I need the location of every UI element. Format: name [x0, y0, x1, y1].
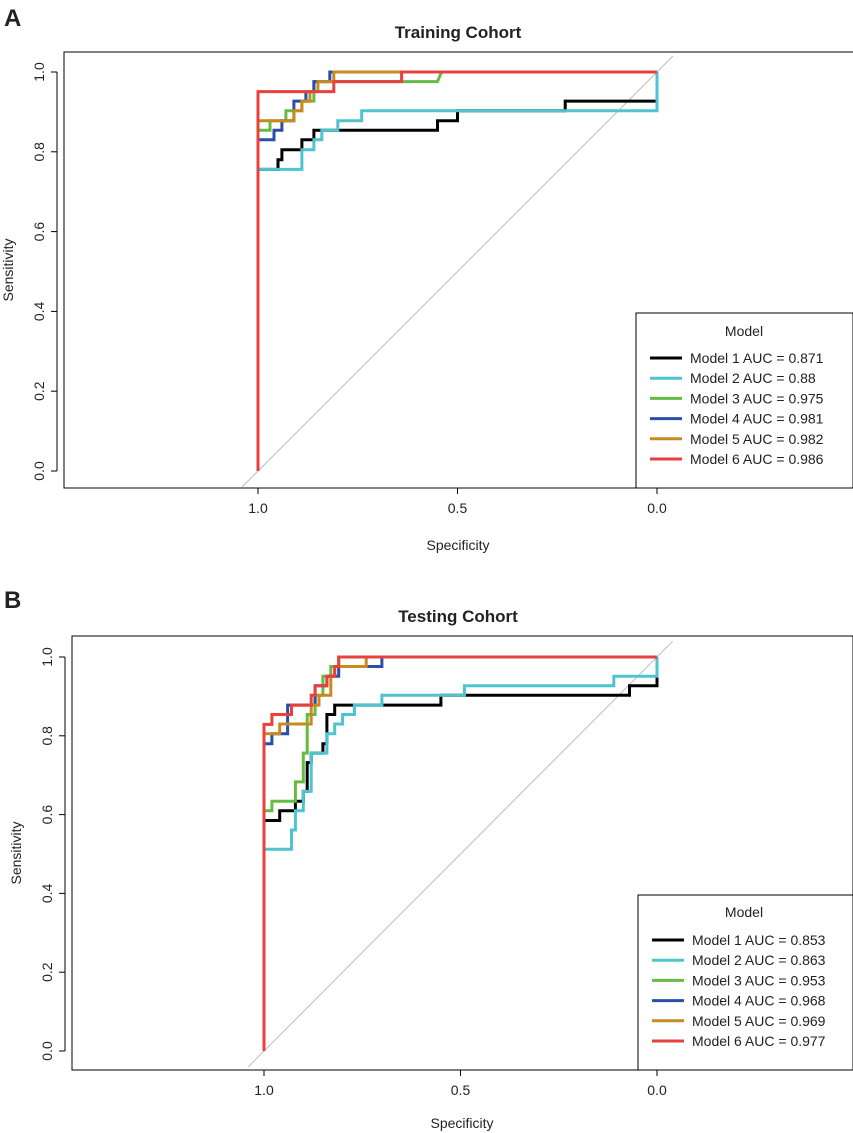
legend-label-model-6: Model 6 AUC = 0.977 [692, 1033, 826, 1049]
chart-title: Testing Cohort [398, 607, 518, 626]
x-tick-label: 0.5 [448, 500, 468, 516]
panel-a-training-cohort: A Training Cohort 0.0 0.2 0.4 0.6 0.8 1.0 1.0… [0, 5, 853, 553]
roc-curve-model-2 [262, 657, 659, 1051]
x-axis: 1.0 0.5 0.0 [248, 487, 667, 516]
chart-title: Training Cohort [395, 23, 522, 42]
legend-label-model-2: Model 2 AUC = 0.863 [692, 952, 826, 968]
panel-letter-a: A [4, 5, 21, 32]
y-axis-label: Sensitivity [8, 821, 24, 884]
y-tick-label: 0.6 [39, 805, 55, 825]
y-axis-label: Sensitivity [0, 238, 16, 301]
legend-items: Model 1 AUC = 0.871 Model 2 AUC = 0.88 Mod… [650, 350, 824, 467]
roc-curve-model-5 [262, 655, 657, 1051]
x-tick-label: 1.0 [248, 500, 268, 516]
y-axis: 0.0 0.2 0.4 0.6 0.8 1.0 [39, 647, 66, 1061]
y-tick-label: 0.8 [31, 142, 47, 162]
legend-items: Model 1 AUC = 0.853 Model 2 AUC = 0.863 Mo… [652, 932, 826, 1049]
legend: Model Model 1 AUC = 0.871 Model 2 AUC = 0… [635, 312, 853, 489]
legend-label-model-4: Model 4 AUC = 0.968 [692, 993, 826, 1009]
y-axis: 0.0 0.2 0.4 0.6 0.8 1.0 [31, 62, 58, 481]
reference-diagonal [241, 55, 674, 488]
y-tick-label: 0.4 [39, 883, 55, 903]
panel-letter-b: B [4, 587, 21, 614]
legend-label-model-1: Model 1 AUC = 0.853 [692, 932, 826, 948]
y-tick-label: 0.0 [39, 1041, 55, 1061]
x-tick-label: 0.0 [647, 500, 667, 516]
x-axis-label: Specificity [426, 537, 489, 553]
y-tick-label: 1.0 [31, 62, 47, 82]
x-axis-label: Specificity [430, 1115, 493, 1131]
roc-curve-model-6 [262, 655, 657, 1051]
y-tick-label: 0.4 [31, 301, 47, 321]
legend-label-model-3: Model 3 AUC = 0.953 [692, 972, 826, 988]
x-tick-label: 0.5 [451, 1082, 471, 1098]
roc-curves [262, 655, 659, 1051]
y-tick-label: 0.2 [39, 962, 55, 982]
y-tick-label: 1.0 [39, 647, 55, 667]
y-tick-label: 0.2 [31, 381, 47, 401]
roc-curve-model-2 [256, 72, 659, 471]
reference-diagonal [247, 640, 674, 1068]
x-tick-label: 1.0 [254, 1082, 274, 1098]
y-tick-label: 0.6 [31, 222, 47, 242]
y-tick-label: 0.0 [31, 461, 47, 481]
legend-title: Model [725, 323, 763, 339]
x-tick-label: 0.0 [647, 1082, 667, 1098]
legend: Model Model 1 AUC = 0.853 Model 2 AUC = 0… [637, 894, 853, 1071]
roc-curve-model-6 [256, 70, 657, 471]
legend-label-model-6: Model 6 AUC = 0.986 [690, 451, 824, 467]
x-axis: 1.0 0.5 0.0 [254, 1069, 667, 1098]
roc-curve-model-3 [262, 655, 657, 1051]
y-tick-label: 0.8 [39, 726, 55, 746]
legend-label-model-5: Model 5 AUC = 0.969 [692, 1013, 826, 1029]
legend-label-model-2: Model 2 AUC = 0.88 [690, 370, 816, 386]
legend-label-model-1: Model 1 AUC = 0.871 [690, 350, 824, 366]
legend-label-model-4: Model 4 AUC = 0.981 [690, 411, 824, 427]
legend-title: Model [725, 904, 763, 920]
roc-curves [256, 70, 659, 471]
legend-label-model-5: Model 5 AUC = 0.982 [690, 431, 824, 447]
legend-label-model-3: Model 3 AUC = 0.975 [690, 390, 824, 406]
panel-b-testing-cohort: B Testing Cohort 0.00.20.40.60.81.0 1.0 0… [4, 587, 853, 1131]
